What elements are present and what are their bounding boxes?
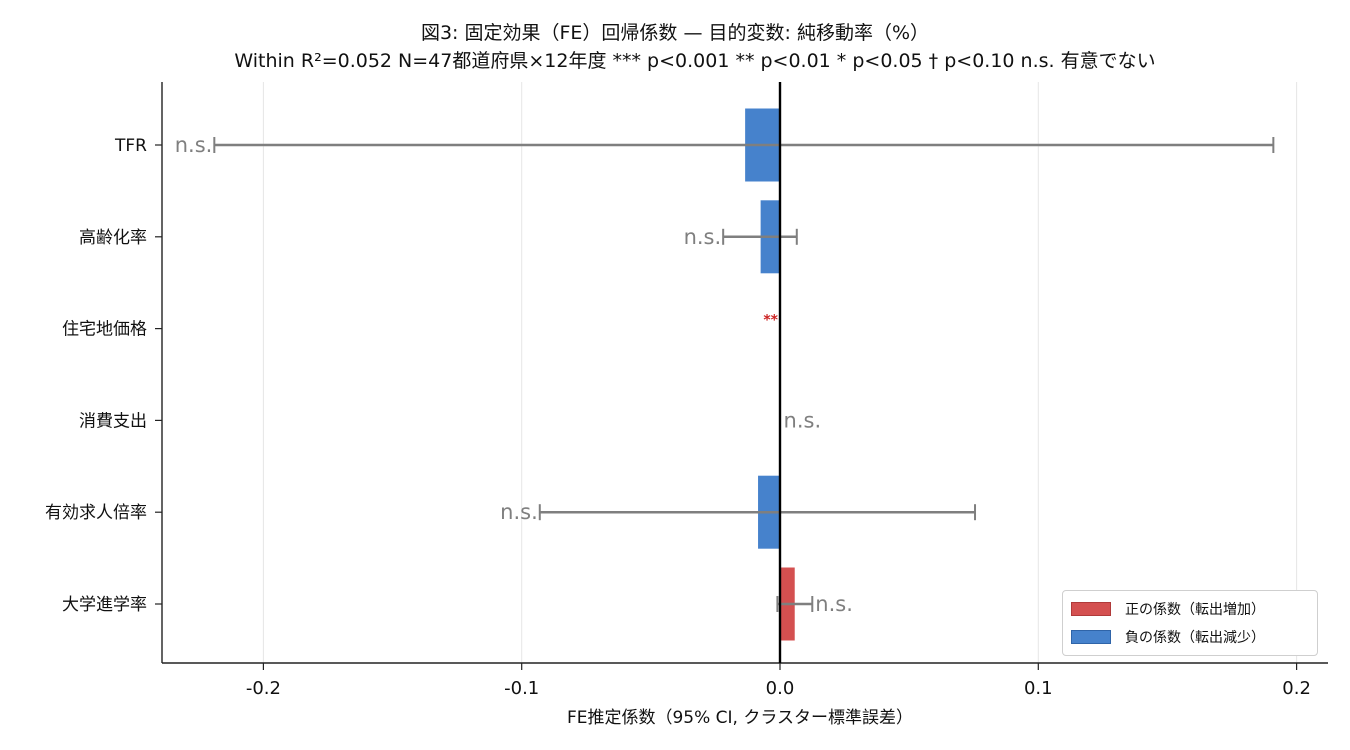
chart-title: 図3: 固定効果（FE）回帰係数 — 目的変数: 純移動率（%） xyxy=(420,22,930,44)
x-tick-label: 0.1 xyxy=(1024,678,1053,699)
y-tick-label: 大学進学率 xyxy=(62,595,147,615)
significance-label: n.s. xyxy=(684,225,722,249)
significance-label: n.s. xyxy=(815,592,853,616)
legend-swatch-positive xyxy=(1071,602,1111,616)
significance-label: n.s. xyxy=(500,500,538,524)
chart-subtitle: Within R²=0.052 N=47都道府県×12年度 *** p<0.00… xyxy=(234,50,1156,72)
legend-swatch-negative xyxy=(1071,630,1111,644)
x-tick-label: -0.1 xyxy=(504,678,539,699)
legend-item-negative: 負の係数（転出減少） xyxy=(1071,627,1265,647)
x-tick-label: 0.2 xyxy=(1282,678,1311,699)
legend-label-positive: 正の係数（転出増加） xyxy=(1125,602,1265,618)
y-tick-label: 消費支出 xyxy=(79,411,147,431)
significance-label: ** xyxy=(763,313,778,329)
significance-label: n.s. xyxy=(784,408,822,432)
legend: 正の係数（転出増加） 負の係数（転出減少） xyxy=(1062,590,1318,656)
x-tick-label: 0.0 xyxy=(766,678,795,699)
x-axis-label: FE推定係数（95% CI, クラスター標準誤差） xyxy=(567,708,913,728)
y-tick-label: 住宅地価格 xyxy=(62,320,147,340)
x-tick-label: -0.2 xyxy=(246,678,281,699)
significance-label: n.s. xyxy=(175,133,213,157)
legend-item-positive: 正の係数（転出増加） xyxy=(1071,599,1265,619)
legend-label-negative: 負の係数（転出減少） xyxy=(1125,630,1265,646)
y-tick-label: 有効求人倍率 xyxy=(45,503,147,523)
y-tick-label: 高齢化率 xyxy=(79,228,147,248)
y-tick-label: TFR xyxy=(114,136,147,156)
